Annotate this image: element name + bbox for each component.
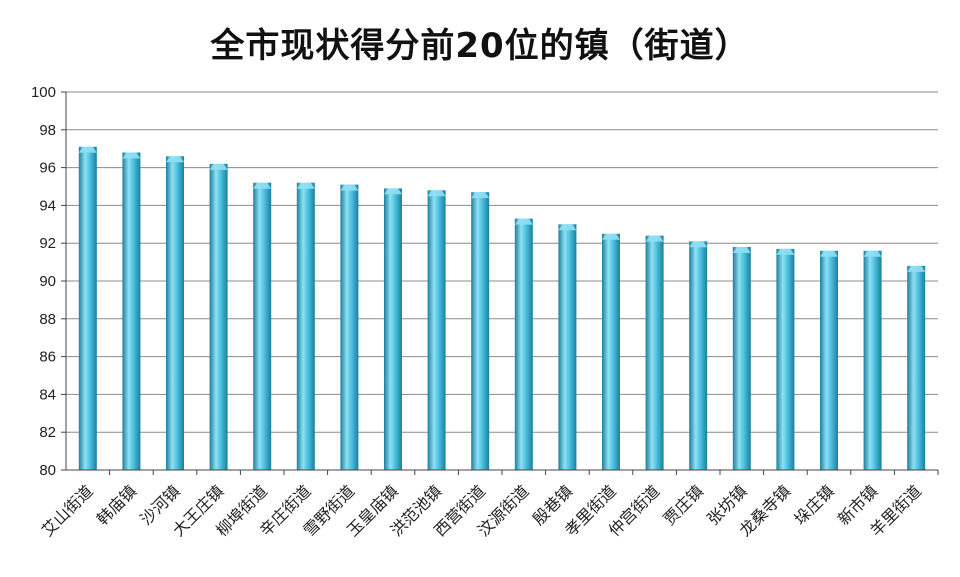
bar-cap — [384, 188, 402, 195]
bar — [471, 192, 490, 471]
bar-cap — [732, 246, 751, 253]
x-tick-label: 韩庙镇 — [93, 481, 140, 528]
bar — [558, 224, 577, 470]
y-tick-label: 90 — [39, 273, 56, 290]
y-tick-label: 94 — [39, 197, 56, 214]
bar — [296, 182, 315, 470]
bar-cap — [166, 156, 184, 163]
y-tick-label: 100 — [31, 84, 56, 101]
bar — [514, 218, 533, 470]
bar-cap — [820, 250, 838, 257]
bar — [78, 146, 97, 470]
bar — [340, 184, 359, 471]
bar-cap — [558, 224, 577, 231]
bar — [645, 235, 664, 470]
bar-cap — [514, 218, 533, 225]
bar-cap — [340, 184, 359, 191]
bar — [166, 156, 184, 470]
bar — [209, 163, 228, 470]
y-tick-label: 82 — [39, 424, 56, 441]
bar — [732, 246, 751, 470]
bar-cap — [78, 146, 97, 153]
bar — [820, 250, 838, 470]
bar — [602, 233, 620, 470]
bar-cap — [645, 235, 664, 242]
bar-cap — [296, 182, 315, 189]
gridlines — [61, 91, 938, 471]
bar-cap — [689, 241, 708, 248]
bar-cap — [863, 250, 882, 257]
bar — [863, 250, 882, 470]
bar-cap — [776, 248, 795, 255]
y-tick-label: 86 — [39, 349, 56, 366]
y-tick-label: 96 — [39, 160, 56, 177]
x-tick-label: 垛庄镇 — [790, 481, 837, 528]
y-tick-label: 92 — [39, 235, 56, 252]
y-tick-label: 84 — [39, 386, 56, 403]
bar-cap — [471, 192, 490, 199]
bar-cap — [427, 190, 446, 197]
chart-title: 全市现状得分前20位的镇（街道） — [210, 26, 750, 66]
bar — [427, 190, 446, 470]
bar — [907, 265, 926, 470]
y-tick-label: 88 — [39, 311, 56, 328]
x-tick-label: 艾山街道 — [38, 481, 97, 540]
x-tick-label: 贾庄镇 — [660, 481, 707, 528]
bar — [689, 241, 708, 470]
bar-cap — [122, 152, 141, 159]
bar-cap — [907, 265, 926, 272]
bars — [78, 146, 926, 471]
bar-cap — [253, 182, 272, 189]
x-axis-ticks: 艾山街道韩庙镇沙河镇大王庄镇柳埠街道辛庄街道雪野街道玉皇庙镇洪范池镇西营街道汶源… — [38, 469, 939, 540]
y-axis-ticks: 80 82 84 86 88 90 92 94 96 98 100 — [31, 84, 56, 479]
bar-cap — [209, 163, 228, 170]
bar — [122, 152, 141, 471]
bar — [384, 188, 402, 470]
bar — [253, 182, 272, 470]
bar-cap — [602, 233, 620, 240]
y-tick-label: 98 — [39, 122, 56, 139]
bar — [776, 248, 795, 470]
y-tick-label: 80 — [39, 462, 56, 479]
